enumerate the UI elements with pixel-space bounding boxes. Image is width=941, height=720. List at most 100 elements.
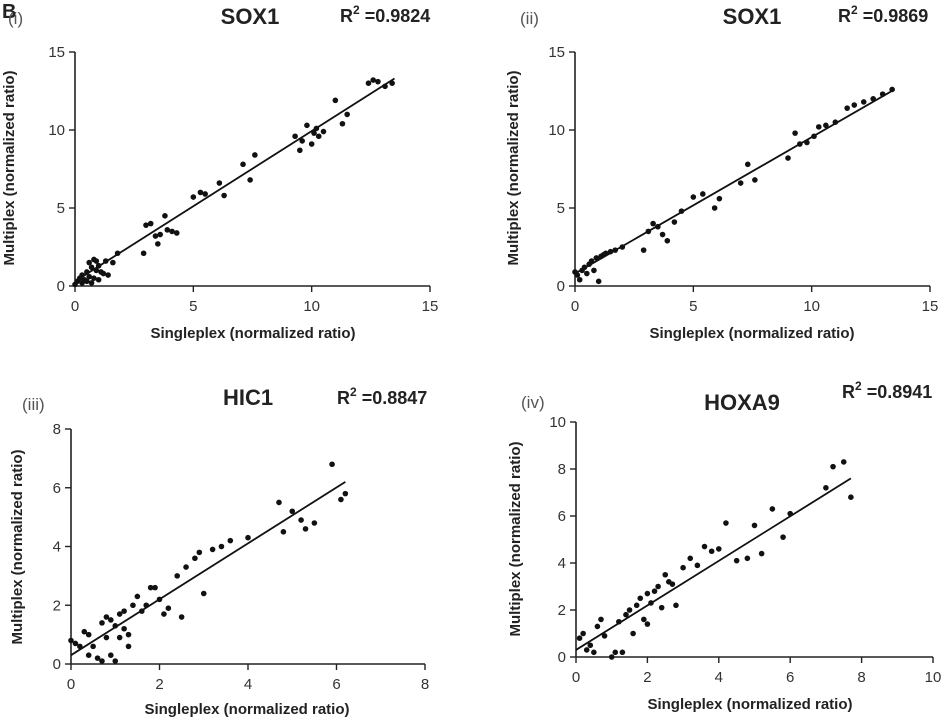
data-point	[588, 258, 595, 264]
data-point	[311, 520, 318, 526]
chart-title: SOX1	[723, 4, 782, 29]
data-point	[84, 269, 90, 275]
data-point	[85, 652, 92, 658]
y-tick-label: 15	[548, 44, 565, 61]
data-point	[733, 557, 740, 564]
data-point	[125, 643, 132, 650]
data-point	[116, 611, 123, 617]
y-tick-label: 4	[53, 539, 61, 556]
data-point	[587, 642, 594, 649]
y-axis-label: Multiplex (normalized ratio)	[9, 449, 26, 644]
r-squared-label: R2 =0.9824	[340, 3, 430, 26]
data-point	[108, 652, 114, 658]
data-point	[804, 139, 810, 146]
data-point	[815, 124, 822, 130]
data-point	[650, 220, 656, 227]
data-point	[311, 130, 317, 136]
x-tick-label: 0	[572, 669, 580, 686]
data-point	[342, 490, 349, 497]
data-point	[304, 122, 310, 129]
data-point	[744, 555, 751, 562]
y-tick-label: 0	[53, 656, 61, 673]
data-point	[700, 191, 706, 197]
data-point	[612, 247, 619, 253]
y-tick-label: 2	[53, 597, 61, 614]
data-point	[110, 259, 116, 266]
data-point	[641, 616, 647, 623]
x-tick-label: 8	[857, 669, 865, 686]
data-point	[292, 133, 298, 140]
data-point	[240, 161, 246, 168]
x-tick-label: 5	[689, 298, 697, 315]
data-point	[86, 273, 92, 280]
data-point	[623, 611, 629, 618]
data-point	[85, 631, 92, 638]
data-point	[375, 78, 381, 85]
data-point	[619, 244, 626, 250]
panel-number: (iii)	[22, 395, 45, 414]
data-point	[581, 264, 588, 271]
data-point	[602, 250, 609, 257]
y-tick-label: 2	[558, 602, 566, 619]
data-point	[659, 231, 666, 238]
x-tick-label: 0	[67, 676, 75, 693]
data-point	[102, 258, 109, 264]
data-point	[143, 222, 149, 228]
x-tick-label: 4	[244, 676, 252, 693]
chart-title: HIC1	[223, 385, 273, 410]
data-point	[155, 241, 161, 247]
data-point	[143, 602, 150, 609]
data-point	[780, 534, 786, 540]
data-point	[140, 250, 147, 257]
y-axis-label: Multiplex (normalized ratio)	[507, 441, 524, 636]
x-tick-label: 5	[189, 298, 197, 315]
data-point	[840, 459, 847, 465]
data-point	[297, 147, 303, 154]
data-point	[848, 494, 854, 501]
data-point	[811, 133, 817, 140]
data-point	[769, 506, 776, 512]
data-point	[112, 623, 119, 629]
data-point	[576, 276, 583, 283]
data-point	[93, 258, 100, 264]
x-tick-label: 2	[643, 669, 651, 686]
regression-line	[74, 77, 395, 283]
data-point	[152, 233, 159, 239]
r-squared-label: R2 =0.8847	[337, 385, 427, 408]
data-point	[280, 529, 287, 535]
data-point	[332, 97, 339, 104]
data-point	[90, 643, 96, 650]
data-point	[723, 520, 729, 526]
data-point	[157, 231, 163, 238]
data-point	[870, 96, 876, 102]
data-point	[103, 634, 110, 641]
data-point	[860, 99, 867, 105]
data-point	[221, 192, 227, 199]
data-point	[88, 264, 95, 271]
x-axis-label: Singleplex (normalized ratio)	[647, 696, 852, 713]
data-point	[174, 573, 180, 579]
data-point	[744, 161, 751, 168]
data-point	[329, 461, 335, 468]
data-point	[299, 138, 306, 144]
data-point	[339, 120, 346, 127]
data-point	[192, 555, 198, 562]
data-point	[673, 602, 679, 609]
data-point	[694, 562, 701, 569]
y-tick-label: 6	[558, 508, 566, 525]
data-point	[633, 602, 640, 609]
y-tick-label: 10	[548, 122, 565, 139]
y-tick-label: 0	[557, 278, 565, 295]
data-point	[701, 543, 708, 550]
data-point	[93, 267, 100, 274]
data-point	[382, 83, 388, 90]
regression-line	[70, 481, 346, 656]
y-axis-label: Multiplex (normalized ratio)	[1, 70, 18, 265]
y-tick-label: 10	[549, 414, 566, 431]
data-point	[889, 86, 895, 93]
y-tick-label: 10	[48, 122, 65, 139]
data-point	[86, 259, 92, 266]
data-point	[209, 546, 216, 553]
data-point	[161, 611, 167, 617]
data-point	[616, 618, 622, 625]
